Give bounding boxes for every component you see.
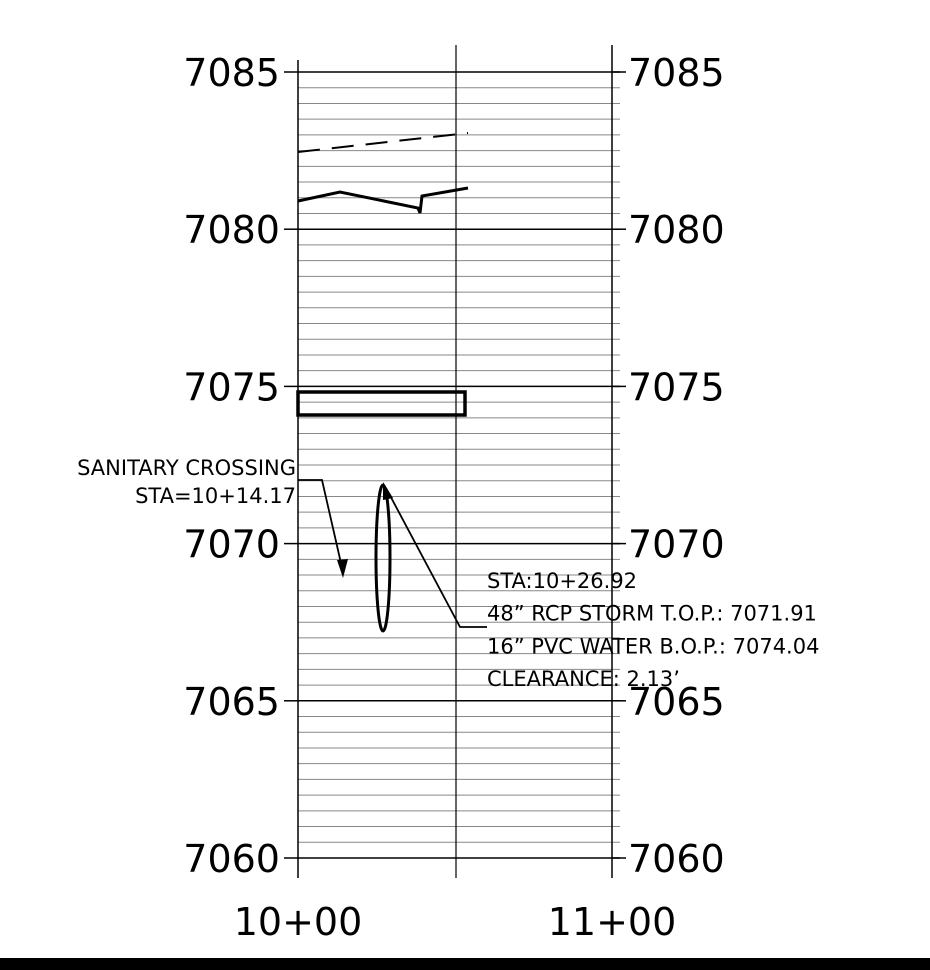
elevation-label: 7070 <box>183 523 280 567</box>
elevation-label: 7080 <box>183 208 280 252</box>
station-label: 11+00 <box>548 900 677 944</box>
crossing-note: 16” PVC WATER B.O.P.: 7074.04 <box>487 634 819 658</box>
crossing-leader <box>385 487 487 628</box>
elevation-label: 7085 <box>183 51 280 95</box>
sanitary-station: STA=10+14.17 <box>135 484 296 508</box>
existing-grade <box>297 186 469 214</box>
elevation-label: 7060 <box>628 837 725 881</box>
sanitary-title: SANITARY CROSSING <box>77 456 296 480</box>
sanitary-leader <box>298 479 344 573</box>
arrowhead <box>383 482 393 500</box>
elevation-label: 7075 <box>183 365 280 409</box>
proposed-grade <box>297 132 469 153</box>
elevation-label: 7070 <box>628 523 725 567</box>
water-pipe <box>296 390 467 417</box>
elevation-label: 7075 <box>628 365 725 409</box>
elevation-label: 7065 <box>628 680 725 724</box>
crossing-note: 48” RCP STORM T.O.P.: 7071.91 <box>487 602 817 626</box>
border-bar <box>0 958 930 970</box>
crossing-note: CLEARANCE: 2.13’ <box>487 667 680 691</box>
elevation-label: 7080 <box>628 208 725 252</box>
crossing-note: STA:10+26.92 <box>487 569 637 593</box>
elevation-label: 7060 <box>183 837 280 881</box>
arrowhead <box>337 559 348 578</box>
grid <box>298 71 620 859</box>
storm-pipe <box>374 483 392 633</box>
elevation-label: 7065 <box>183 680 280 724</box>
station-label: 10+00 <box>234 900 363 944</box>
elevation-label: 7085 <box>628 51 725 95</box>
